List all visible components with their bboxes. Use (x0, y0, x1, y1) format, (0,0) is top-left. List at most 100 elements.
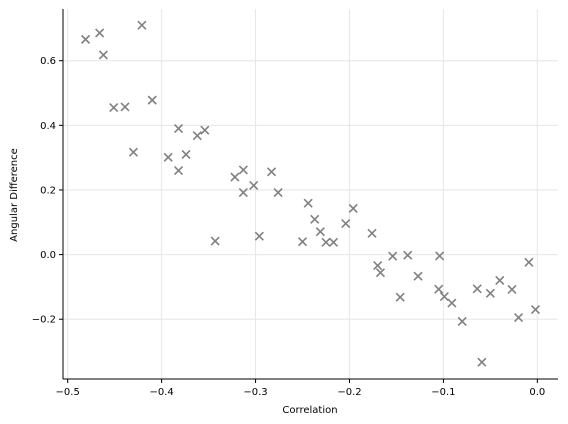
data-point-stroke (173, 123, 184, 134)
data-point-stroke (80, 34, 91, 44)
data-point (163, 152, 173, 162)
x-tick-label: −0.1 (431, 387, 455, 398)
data-point-stroke (348, 203, 358, 213)
data-point-stroke (303, 198, 313, 208)
y-tick-label: 0.6 (40, 56, 56, 67)
data-point (472, 284, 482, 294)
data-point-stroke (373, 261, 383, 271)
data-point-stroke (238, 187, 248, 198)
data-point (95, 28, 105, 38)
data-point-stroke (328, 237, 339, 247)
data-point (315, 227, 325, 237)
data-point (477, 357, 487, 367)
x-ticks: −0.5 −0.4 −0.3 −0.2 −0.1 0.0 (56, 379, 545, 398)
data-point-stroke (403, 250, 413, 260)
data-point (266, 167, 277, 177)
data-point (303, 198, 313, 208)
data-point-stroke (435, 251, 445, 261)
data-point (375, 268, 386, 278)
data-point (341, 219, 351, 229)
data-point-stroke (457, 316, 467, 327)
data-point (120, 102, 130, 112)
data-point (254, 231, 264, 241)
data-point-stroke (192, 131, 202, 141)
data-point-stroke (524, 257, 534, 267)
data-point (348, 203, 358, 213)
y-tick-label: 0.4 (40, 121, 56, 132)
data-point (249, 180, 259, 191)
data-point (210, 236, 220, 246)
data-point (403, 250, 413, 260)
data-point-stroke (249, 180, 259, 191)
data-point-stroke (297, 237, 308, 247)
data-point-stroke (109, 102, 119, 113)
data-point-stroke (434, 284, 444, 294)
data-point (434, 284, 444, 294)
data-point (439, 292, 449, 302)
x-axis-label: Correlation (282, 405, 337, 416)
data-point (173, 123, 184, 134)
data-point (413, 271, 423, 281)
data-point-stroke (254, 231, 264, 241)
data-point (128, 147, 139, 157)
data-point-stroke (447, 298, 457, 308)
data-point (310, 214, 320, 224)
data-point (395, 292, 405, 302)
x-tick-label: 0.0 (529, 387, 545, 398)
data-point (230, 172, 240, 182)
data-point-stroke (95, 28, 105, 38)
data-point (513, 313, 524, 323)
data-point (109, 102, 119, 113)
data-point (98, 50, 108, 60)
data-point (485, 288, 495, 298)
data-point (273, 187, 283, 198)
data-point-stroke (147, 95, 157, 105)
data-point-stroke (367, 228, 377, 238)
data-point (530, 304, 541, 315)
data-point (524, 257, 534, 267)
data-point (173, 166, 184, 176)
data-point (80, 34, 91, 44)
data-point-stroke (477, 357, 487, 367)
y-tick-label: 0.0 (40, 250, 56, 261)
y-tick-label: 0.2 (40, 185, 56, 196)
data-point-stroke (173, 166, 184, 176)
y-axis-label: Angular Difference (9, 148, 20, 242)
data-point (367, 228, 377, 238)
data-point-stroke (375, 268, 386, 278)
data-point-stroke (530, 304, 541, 315)
data-point (435, 251, 445, 261)
data-point-stroke (413, 271, 423, 281)
scatter-points (80, 20, 541, 367)
data-point (192, 131, 202, 141)
data-point-stroke (266, 167, 277, 177)
data-point-stroke (513, 313, 524, 323)
data-point (447, 298, 457, 308)
data-point-stroke (315, 227, 325, 237)
data-point-stroke (507, 284, 517, 295)
data-point (507, 284, 517, 295)
data-point-stroke (341, 219, 351, 229)
data-point (147, 95, 157, 105)
data-point (373, 261, 383, 271)
data-point-stroke (230, 172, 240, 182)
data-point (297, 237, 308, 247)
data-point-stroke (128, 147, 139, 157)
data-point-stroke (120, 102, 130, 112)
data-point-stroke (210, 236, 220, 246)
data-point-stroke (395, 292, 405, 302)
data-point (137, 20, 147, 30)
data-point (238, 165, 248, 175)
data-point-stroke (273, 187, 283, 198)
data-point-stroke (181, 149, 191, 159)
y-ticks: −0.2 0.0 0.2 0.4 0.6 (32, 56, 63, 326)
data-point-stroke (238, 165, 248, 175)
data-point-stroke (472, 284, 482, 294)
data-point (238, 187, 248, 198)
data-point-stroke (485, 288, 495, 298)
data-point-stroke (200, 125, 210, 135)
grid (63, 9, 558, 379)
data-point-stroke (388, 251, 398, 261)
x-tick-label: −0.5 (56, 387, 80, 398)
data-point-stroke (98, 50, 108, 60)
